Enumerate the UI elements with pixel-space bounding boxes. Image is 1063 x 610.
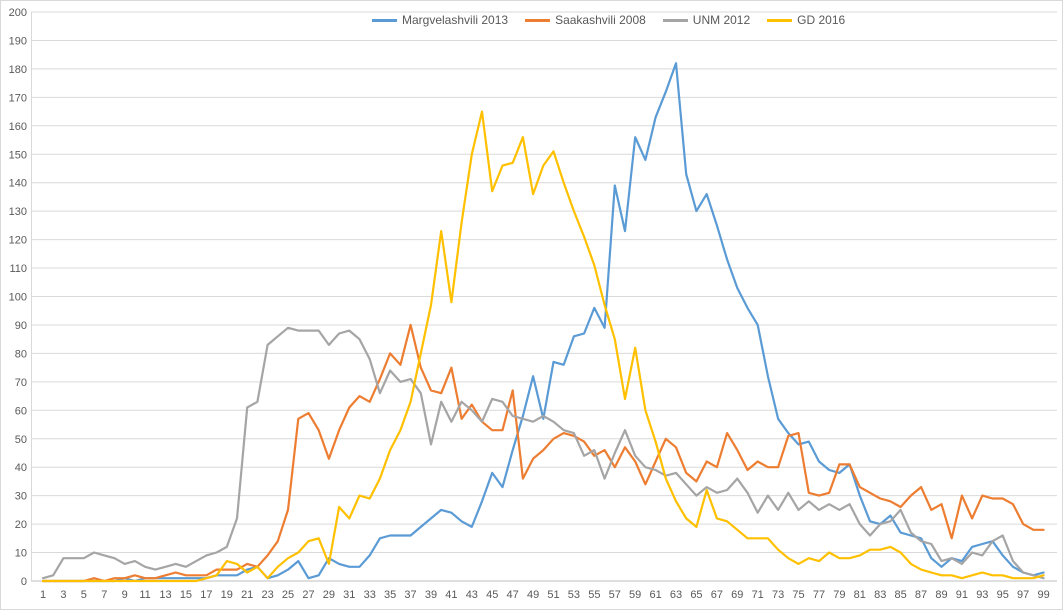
legend-line-swatch-yellow [767,18,793,22]
x-axis-tick-label: 1 [40,589,46,601]
x-axis-tick-label: 85 [895,589,907,601]
x-axis-tick-label: 91 [956,589,968,601]
y-axis-tick-label: 40 [15,462,27,474]
series-line-gd-2016[interactable] [41,110,1045,583]
x-axis-tick-label: 69 [731,589,743,601]
x-axis-tick-label: 17 [200,589,212,601]
x-axis-tick-label: 45 [486,589,498,601]
legend-label: GD 2016 [797,13,846,27]
x-axis-tick-label: 75 [792,589,804,601]
x-axis-tick-label: 15 [180,589,192,601]
x-axis-tick-label: 77 [813,589,825,601]
x-axis-tick-label: 23 [261,589,273,601]
x-axis-tick-label: 37 [404,589,416,601]
x-axis-tick-label: 95 [997,589,1009,601]
x-axis-tick-label: 59 [629,589,641,601]
y-axis-tick-label: 0 [21,576,27,588]
y-axis-tick-label: 200 [9,7,27,19]
y-axis-tick-label: 30 [15,491,27,503]
y-axis-tick-label: 120 [9,235,27,247]
x-axis-tick-label: 99 [1037,589,1049,601]
x-axis-tick-label: 97 [1017,589,1029,601]
legend-line-swatch-gray [662,18,688,22]
x-axis-tick-label: 57 [609,589,621,601]
x-axis-tick-label: 55 [588,589,600,601]
series-line-unm-2012[interactable] [41,326,1045,580]
x-axis-tick-label: 5 [81,589,87,601]
y-axis-tick-label: 10 [15,548,27,560]
x-axis-tick-label: 89 [935,589,947,601]
x-axis-tick-label: 35 [384,589,396,601]
y-axis-tick-label: 60 [15,405,27,417]
x-axis-tick-label: 87 [915,589,927,601]
legend-item-margvelashvili-2013[interactable]: Margvelashvili 2013 [372,13,508,27]
chart-legend: Margvelashvili 2013 Saakashvili 2008 UNM… [372,13,845,27]
x-axis-tick-label: 31 [343,589,355,601]
legend-item-gd-2016[interactable]: GD 2016 [767,13,845,27]
y-axis-tick-label: 110 [9,263,27,275]
y-axis-tick-label: 80 [15,348,27,360]
y-axis-tick-label: 90 [15,320,27,332]
x-axis-tick-label: 93 [976,589,988,601]
y-axis-tick-label: 150 [9,149,27,161]
y-axis-tick-label: 70 [15,377,27,389]
x-axis-tick-label: 83 [874,589,886,601]
x-axis-tick-label: 49 [527,589,539,601]
x-axis-tick-label: 51 [547,589,559,601]
y-axis-tick-label: 170 [9,92,27,104]
y-axis-tick-label: 180 [9,64,27,76]
legend-label: UNM 2012 [692,13,751,27]
x-axis-tick-label: 7 [101,589,107,601]
x-axis-tick-label: 25 [282,589,294,601]
y-axis-tick-label: 130 [9,206,27,218]
legend-line-swatch-orange [525,18,551,22]
legend-item-unm-2012[interactable]: UNM 2012 [662,13,751,27]
x-axis-tick-label: 41 [445,589,457,601]
x-axis-tick-label: 43 [466,589,478,601]
legend-label: Saakashvili 2008 [555,13,646,27]
x-axis-tick-label: 67 [711,589,723,601]
x-axis-tick-label: 39 [425,589,437,601]
x-axis-tick-label: 63 [670,589,682,601]
x-axis-tick-label: 13 [159,589,171,601]
series-line-saakashvili-2008[interactable] [41,323,1045,583]
x-axis-tick-label: 73 [772,589,784,601]
y-axis-tick-label: 100 [9,292,27,304]
y-axis-tick-label: 140 [9,178,27,190]
x-axis-tick-label: 47 [507,589,519,601]
legend-label: Margvelashvili 2013 [402,13,509,27]
x-axis-tick-label: 3 [60,589,66,601]
y-axis-tick-label: 50 [15,434,27,446]
y-axis-tick-label: 20 [15,519,27,531]
x-axis-tick-label: 71 [752,589,764,601]
x-axis-tick-label: 27 [302,589,314,601]
legend-item-saakashvili-2008[interactable]: Saakashvili 2008 [525,13,646,27]
x-axis-tick-label: 79 [833,589,845,601]
x-axis-tick-label: 33 [364,589,376,601]
x-axis-tick-label: 53 [568,589,580,601]
x-axis-tick-label: 81 [854,589,866,601]
y-axis-tick-label: 190 [9,35,27,47]
x-axis-tick-label: 21 [241,589,253,601]
y-axis-tick-label: 160 [9,121,27,133]
legend-line-swatch-blue [372,18,397,22]
x-axis-tick-label: 61 [649,589,661,601]
x-axis-tick-label: 65 [690,589,702,601]
x-axis-tick-label: 29 [323,589,335,601]
x-axis-tick-label: 19 [221,589,233,601]
x-axis-tick-label: 9 [122,589,128,601]
x-axis-tick-label: 11 [139,589,150,601]
